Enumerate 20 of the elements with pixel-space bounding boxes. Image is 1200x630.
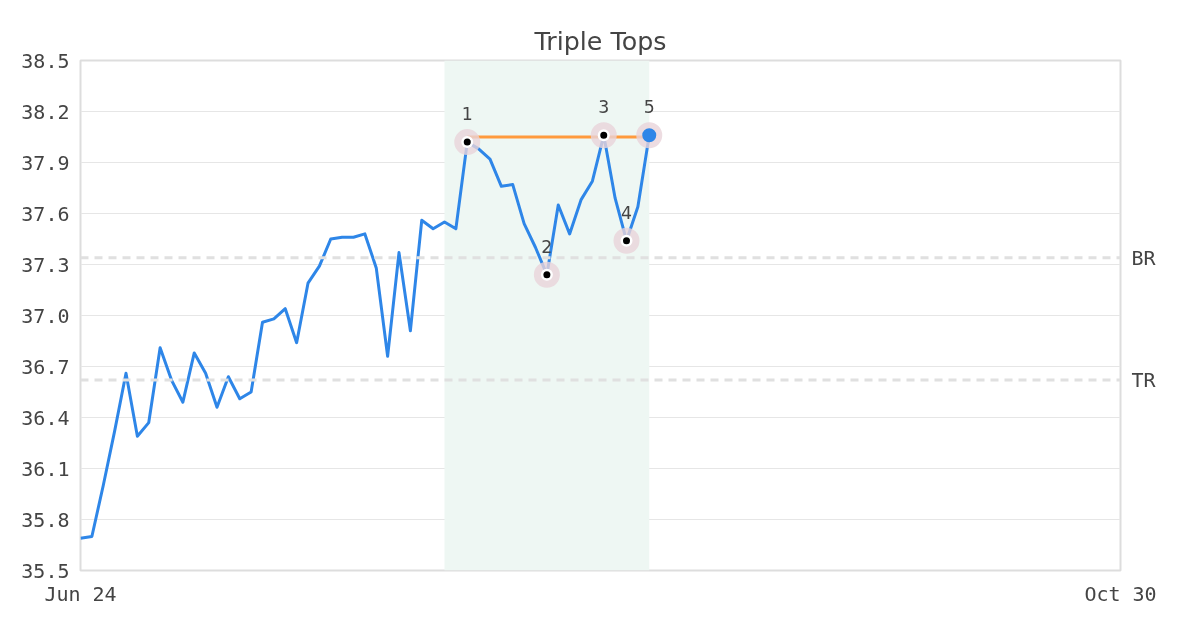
x-tick-label: Jun 24 [44,581,117,606]
y-tick-label: 38.2 [21,99,70,124]
y-tick-label: 35.5 [21,558,70,583]
y-tick-label: 37.6 [21,201,70,226]
y-tick-label: 37.9 [21,150,70,175]
y-tick-label: 36.4 [21,405,70,430]
ref-line-label: TR [1131,368,1157,393]
x-tick-label: Oct 30 [1084,581,1157,606]
y-tick-label: 37.0 [21,303,70,328]
y-tick-label: 37.3 [21,252,70,277]
annotation: 5 [643,97,655,118]
y-tick-label: 36.7 [21,354,70,379]
annotation: 1 [461,104,473,125]
annotation: 4 [620,202,633,223]
y-tick-label: 38.5 [21,48,70,73]
y-tick-label: 36.1 [21,456,70,481]
ref-line-label: BR [1131,245,1157,270]
chart-title: Triple Tops [533,25,667,56]
y-tick-label: 35.8 [21,507,70,532]
annotation: 3 [598,97,610,118]
